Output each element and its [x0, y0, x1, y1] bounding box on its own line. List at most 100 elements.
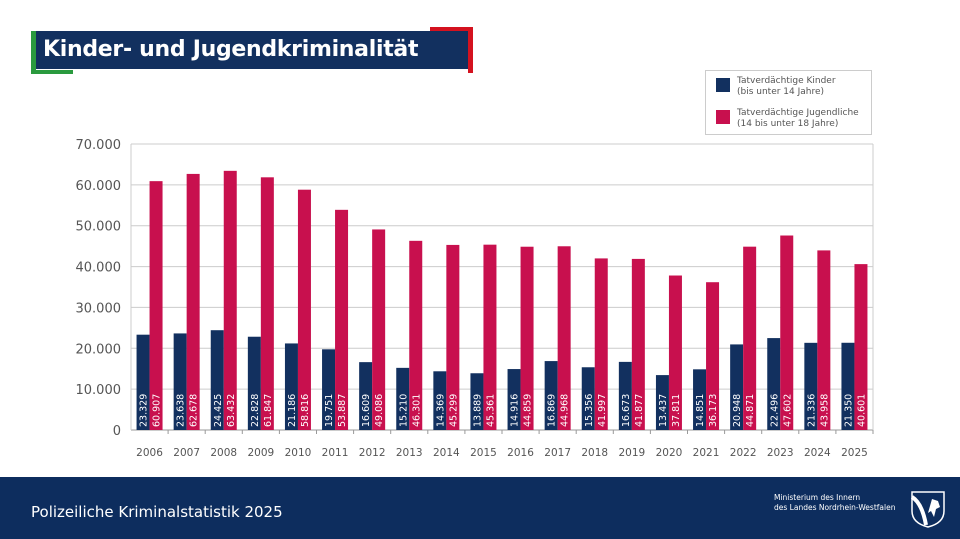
y-tick-label: 10.000 [76, 383, 122, 398]
bar-jugendliche [372, 229, 386, 430]
x-tick-label: 2023 [767, 447, 794, 459]
data-label: 14.369 [435, 394, 446, 427]
data-label: 22.828 [250, 394, 261, 427]
bar-kinder [284, 343, 298, 430]
bar-kinder [173, 333, 187, 430]
bar-jugendliche [631, 258, 645, 430]
bar-jugendliche [186, 173, 200, 431]
data-label: 60.907 [152, 394, 163, 427]
bar-kinder [730, 344, 744, 430]
bar-jugendliche [668, 275, 682, 430]
legend-label: Tatverdächtige Kinder [737, 76, 836, 86]
data-label: 14.851 [695, 394, 706, 427]
bar-jugendliche [520, 246, 534, 430]
bar-jugendliche [594, 258, 608, 430]
x-tick-label: 2015 [470, 447, 497, 459]
data-label: 49.086 [374, 394, 385, 427]
bar-kinder [396, 367, 410, 430]
legend-sublabel: (bis unter 14 Jahre) [737, 87, 825, 97]
bar-jugendliche [743, 246, 757, 430]
data-label: 40.601 [856, 394, 867, 427]
data-label: 19.751 [324, 394, 335, 427]
y-tick-label: 50.000 [76, 220, 122, 235]
data-label: 41.997 [597, 394, 608, 427]
legend-swatch-kinder [716, 78, 730, 92]
bar-kinder [470, 373, 484, 430]
data-label: 20.948 [732, 394, 743, 427]
bar-kinder [247, 336, 261, 430]
data-label: 62.678 [189, 394, 200, 427]
data-label: 58.816 [300, 394, 311, 427]
x-tick-label: 2007 [173, 447, 200, 459]
x-tick-label: 2008 [210, 447, 237, 459]
bar-kinder [618, 361, 632, 430]
bar-jugendliche [260, 177, 274, 430]
bar-kinder [359, 362, 373, 430]
x-tick-label: 2010 [285, 447, 312, 459]
bar-kinder [581, 367, 595, 430]
bar-kinder [507, 369, 521, 430]
nrw-coat-of-arms-icon [910, 491, 945, 528]
bar-kinder [136, 334, 150, 430]
bar-kinder [322, 349, 336, 430]
data-label: 63.432 [226, 394, 237, 427]
data-label: 14.916 [510, 394, 521, 427]
data-label: 47.602 [782, 394, 793, 427]
bar-kinder [767, 338, 781, 430]
x-tick-label: 2025 [841, 447, 868, 459]
x-tick-label: 2020 [656, 447, 683, 459]
bar-kinder [841, 342, 855, 430]
bar-kinder [655, 375, 669, 430]
ministry-name: Ministerium des Innern des Landes Nordrh… [774, 493, 895, 513]
bar-jugendliche [223, 170, 237, 431]
page-title: Kinder- und Jugendkriminalität [36, 31, 468, 69]
data-label: 21.336 [806, 394, 817, 427]
x-tick-label: 2016 [507, 447, 534, 459]
bar-jugendliche [817, 250, 831, 430]
x-tick-label: 2009 [247, 447, 274, 459]
x-tick-label: 2019 [618, 447, 645, 459]
x-tick-label: 2022 [730, 447, 757, 459]
x-tick-label: 2011 [322, 447, 349, 459]
x-tick-label: 2012 [359, 447, 386, 459]
data-label: 23.638 [176, 394, 187, 427]
y-tick-label: 40.000 [76, 261, 122, 276]
legend-label: Tatverdächtige Jugendliche [737, 108, 859, 118]
bar-jugendliche [557, 246, 571, 430]
title-accent-red [468, 27, 473, 73]
title-accent-green [31, 31, 36, 74]
data-label: 36.173 [708, 394, 719, 427]
footer-title: Polizeiliche Kriminalstatistik 2025 [31, 503, 283, 521]
bar-jugendliche [409, 240, 423, 430]
x-tick-label: 2021 [693, 447, 720, 459]
data-label: 21.350 [843, 394, 854, 427]
y-tick-label: 20.000 [76, 342, 122, 357]
footer: Polizeiliche Kriminalstatistik 2025 Mini… [0, 477, 960, 539]
bar-kinder [210, 330, 224, 430]
data-label: 23.329 [139, 394, 150, 427]
data-label: 41.877 [634, 394, 645, 427]
x-tick-label: 2013 [396, 447, 423, 459]
data-label: 15.210 [398, 394, 409, 427]
data-label: 44.871 [745, 394, 756, 427]
data-label: 22.496 [769, 394, 780, 427]
data-label: 15.356 [584, 394, 595, 427]
bar-kinder [433, 371, 447, 430]
legend: Tatverdächtige Kinder (bis unter 14 Jahre… [705, 70, 872, 135]
legend-swatch-jugendliche [716, 110, 730, 124]
bar-jugendliche [854, 264, 868, 430]
ministry-line-2: des Landes Nordrhein-Westfalen [774, 503, 896, 512]
legend-item-kinder: Tatverdächtige Kinder (bis unter 14 Jahre… [716, 76, 836, 98]
x-tick-label: 2014 [433, 447, 460, 459]
bar-kinder [804, 342, 818, 430]
legend-item-jugendliche: Tatverdächtige Jugendliche (14 bis unter … [716, 108, 859, 130]
bar-jugendliche [706, 282, 720, 430]
data-label: 45.361 [485, 394, 496, 427]
bar-jugendliche [335, 209, 349, 430]
data-label: 13.889 [472, 394, 483, 427]
data-label: 16.609 [361, 394, 372, 427]
bar-jugendliche [149, 181, 163, 430]
y-tick-label: 60.000 [76, 179, 122, 194]
data-label: 45.299 [448, 394, 459, 427]
